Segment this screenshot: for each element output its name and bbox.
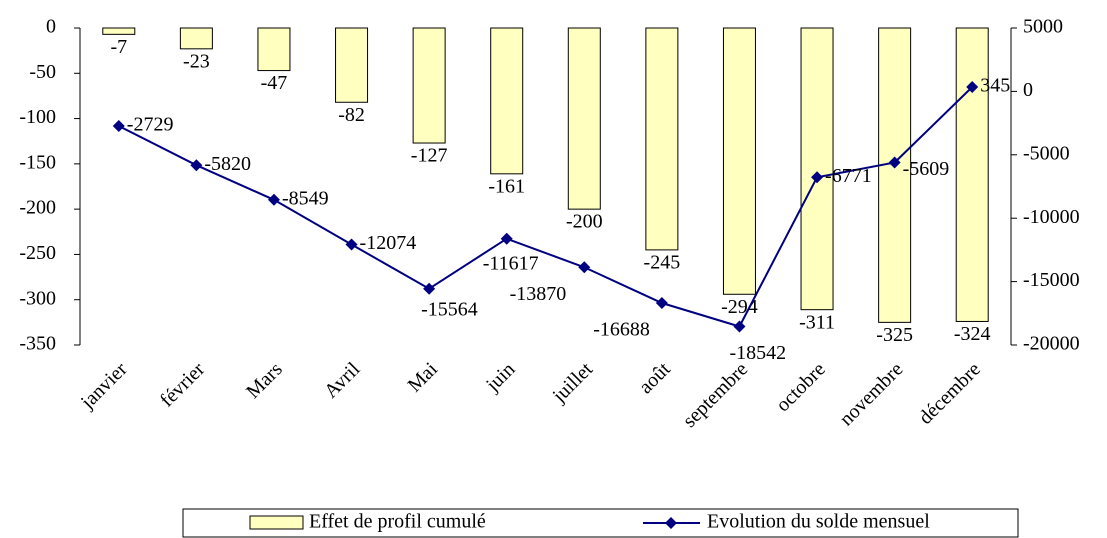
x-tick-label: février [156,358,209,411]
y2-tick-label: -20000 [1023,333,1080,355]
bar [257,27,291,72]
x-tick-label: juillet [548,358,598,408]
bar [722,27,756,295]
x-tick-label: octobre [772,358,830,416]
y2-tick-label: -5000 [1023,142,1070,164]
line-marker [733,320,746,333]
x-tick-label: août [635,358,675,398]
bar [179,27,213,50]
line-value-label: -18542 [729,342,786,364]
line-marker [811,171,824,184]
y2-tick-label: -10000 [1023,206,1080,228]
line-value-label: -12074 [360,232,417,254]
line-marker [655,297,668,310]
y-tick-label: -50 [29,61,56,83]
y2-tick-label: 5000 [1023,16,1063,38]
bar-value-label: -127 [411,145,448,167]
legend-label: Evolution du solde mensuel [707,511,930,533]
bar-value-label: -311 [799,311,835,333]
bar [335,27,369,103]
line-marker [112,120,125,133]
bar [102,27,136,35]
bar-value-label: -47 [261,72,288,94]
bar-value-label: -324 [954,323,991,345]
y-tick-label: 0 [46,16,56,38]
line-value-label: -8549 [282,187,329,209]
x-tick-label: Mai [404,358,443,397]
legend-label: Effet de profil cumulé [309,511,486,533]
y-tick-label: -200 [19,197,56,219]
bar [645,27,679,251]
line-value-label: -5820 [204,153,251,175]
y2-tick-label: -15000 [1023,269,1080,291]
line-value-label: 345 [980,75,1010,97]
line-value-label: -16688 [593,319,650,341]
bar [955,27,989,322]
bar-value-label: -245 [644,251,681,273]
bar [412,27,446,144]
x-tick-label: septembre [679,358,753,432]
line-value-label: -6771 [825,165,872,187]
bar-value-label: -7 [110,36,127,58]
y-tick-label: -250 [19,242,56,264]
y-tick-label: -350 [19,333,56,355]
line-value-label: -11617 [483,252,539,274]
bar-value-label: -82 [338,104,365,126]
line-marker [966,81,979,94]
line-value-label: -2729 [127,114,174,136]
legend-marker [665,517,677,529]
line-marker [888,156,901,169]
x-tick-label: Avril [320,358,365,403]
x-tick-label: novembre [835,358,907,430]
line-marker [267,193,280,206]
bar-value-label: -325 [876,324,913,346]
y-tick-label: -100 [19,106,56,128]
line-marker [500,232,513,245]
bar-value-label: -200 [566,211,603,233]
y-tick-label: -150 [19,151,56,173]
x-tick-label: janvier [76,358,132,414]
line-marker [578,261,591,274]
y2-tick-label: 0 [1023,79,1033,101]
bar-value-label: -23 [183,50,210,72]
line-marker [423,282,436,295]
bar [567,27,601,210]
line-marker [345,238,358,251]
y-tick-label: -300 [19,287,56,309]
line-value-label: -5609 [903,158,950,180]
bar [800,27,834,311]
line-value-label: -15564 [421,298,478,320]
line [118,86,973,328]
legend-swatch [249,515,304,530]
line-marker [190,159,203,172]
bar-value-label: -294 [721,296,758,318]
x-tick-label: décembre [914,358,985,429]
bar [490,27,524,175]
bar-value-label: -161 [488,175,525,197]
x-tick-label: juin [481,358,519,396]
legend-box [182,508,1019,538]
line-value-label: -13870 [510,283,567,305]
x-tick-label: Mars [242,358,287,403]
bar [878,27,912,323]
